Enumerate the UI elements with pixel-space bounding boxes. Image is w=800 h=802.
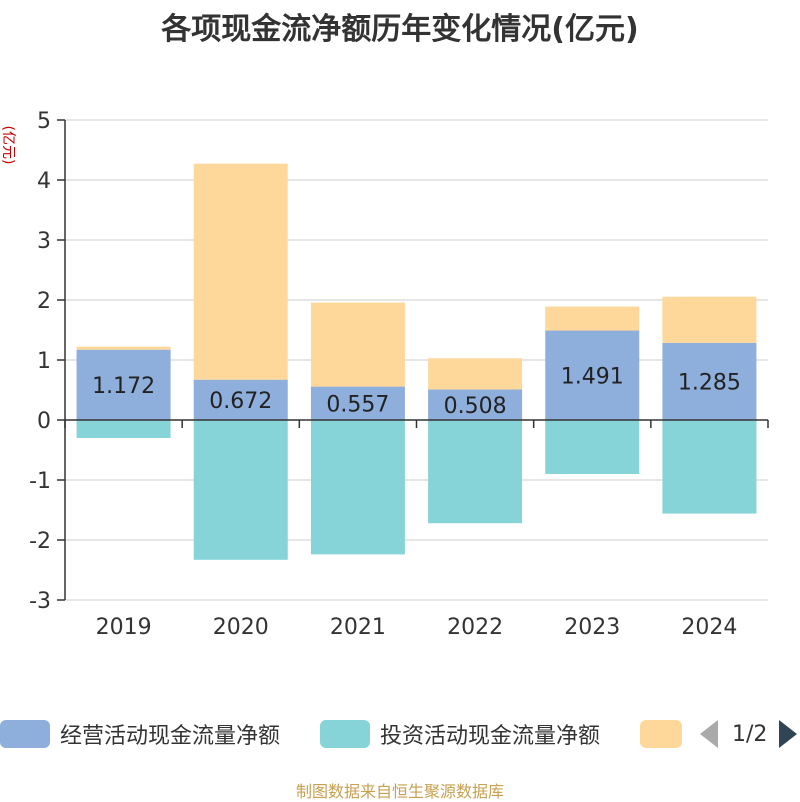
legend: 经营活动现金流量净额 投资活动现金流量净额 1/2	[0, 716, 800, 752]
data-label: 1.172	[92, 374, 155, 399]
y-tick-label: -3	[29, 589, 51, 614]
bar-segment	[310, 420, 405, 555]
x-tick-label: 2019	[96, 615, 152, 640]
bar-segment	[193, 163, 288, 380]
legend-prev-arrow-icon[interactable]	[700, 720, 718, 748]
y-tick-label: 5	[37, 109, 51, 134]
chart-area: 5 4 3 2 1 0 -1 -2 -3 (亿元) 1.172 0.672 0.557 0.508 1.49…	[0, 109, 769, 640]
x-tick-label: 2020	[213, 615, 269, 640]
bar-segment	[193, 420, 288, 560]
bar-segment	[545, 330, 640, 420]
bar-segment	[545, 420, 640, 474]
y-axis-label: (亿元)	[0, 126, 16, 165]
x-tick-label: 2024	[681, 615, 737, 640]
chart-title: 各项现金流净额历年变化情况(亿元)	[161, 12, 639, 47]
bar-segment	[76, 349, 171, 420]
bar-segment	[310, 302, 405, 387]
source-note: 制图数据来自恒生聚源数据库	[295, 782, 504, 801]
legend-item-third[interactable]	[640, 716, 682, 752]
data-label: 0.508	[444, 394, 507, 419]
bar-segment	[310, 386, 405, 420]
bar-segment	[662, 420, 757, 514]
bar-segment	[662, 342, 757, 420]
x-tick-label: 2023	[564, 615, 620, 640]
legend-swatch-third	[640, 720, 682, 748]
chart-svg: 5 4 3 2 1 0 -1 -2 -3 (亿元) 1.172 0.672 0.557 0.508 1.49…	[0, 109, 769, 640]
bar-segment	[193, 379, 288, 420]
legend-item-investing[interactable]: 投资活动现金流量净额	[320, 716, 600, 752]
y-tick-label: 3	[37, 229, 51, 254]
y-tick-label: 4	[37, 169, 51, 194]
bar-segment	[76, 346, 171, 350]
data-label: 1.285	[678, 370, 741, 395]
y-tick-label: 1	[37, 349, 51, 374]
data-label: 1.491	[561, 364, 624, 389]
data-label: 0.557	[326, 392, 389, 417]
bar-segment	[662, 296, 757, 343]
legend-next-arrow-icon[interactable]	[779, 720, 798, 748]
y-tick-label: -2	[29, 529, 51, 554]
bar-segment	[428, 420, 523, 524]
bar-segment	[428, 389, 523, 420]
x-tick-label: 2022	[447, 615, 503, 640]
legend-item-operating[interactable]: 经营活动现金流量净额	[0, 716, 280, 752]
bar-segment	[76, 420, 171, 438]
y-tick-label: 0	[37, 409, 51, 434]
x-tick-label: 2021	[330, 615, 386, 640]
legend-page-indicator: 1/2	[732, 721, 768, 747]
bar-segment	[428, 358, 523, 390]
legend-pager: 1/2	[700, 716, 798, 752]
y-tick-label: 2	[37, 289, 51, 314]
data-label: 0.672	[209, 389, 272, 414]
legend-label-investing[interactable]: 投资活动现金流量净额	[380, 724, 601, 749]
legend-swatch-operating	[0, 720, 50, 748]
legend-swatch-investing	[320, 720, 370, 748]
bar-segment	[545, 306, 640, 331]
y-tick-label: -1	[29, 469, 51, 494]
legend-label-operating: 经营活动现金流量净额	[60, 724, 281, 749]
